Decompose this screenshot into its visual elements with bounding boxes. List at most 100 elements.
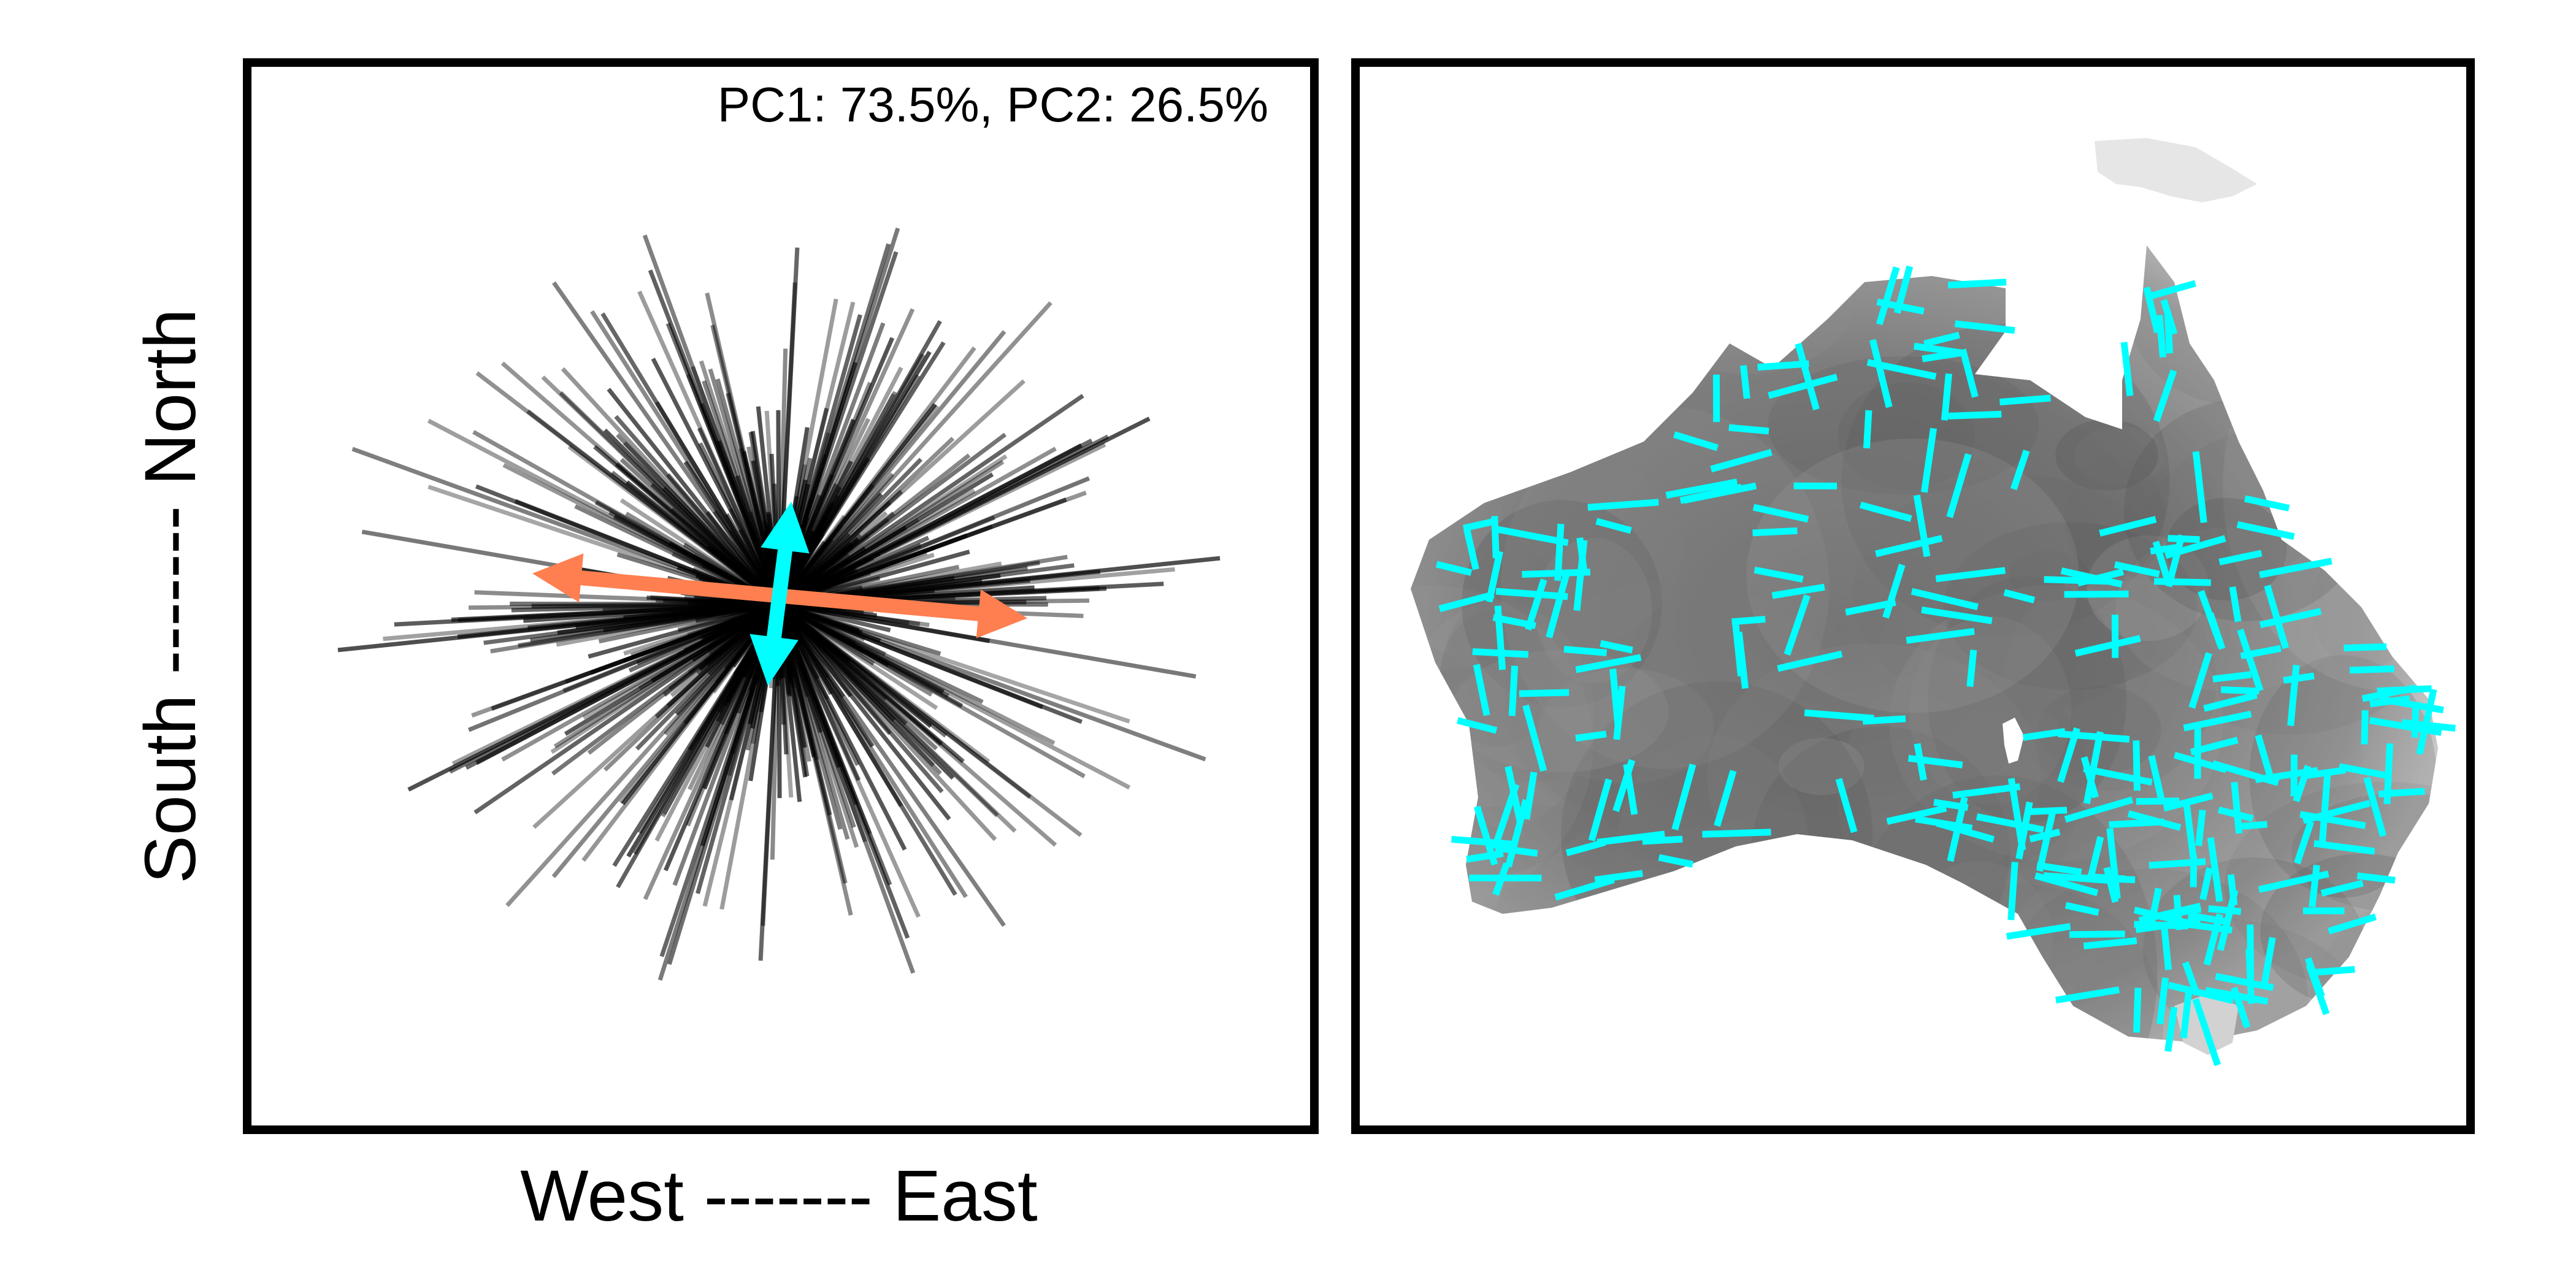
direction-segment (2114, 561, 2160, 578)
direction-segment (2231, 986, 2251, 1029)
pc2-arrow (749, 502, 810, 686)
direction-segment (2057, 730, 2130, 743)
direction-segment (1600, 640, 1633, 654)
shading-blob (2125, 245, 2336, 404)
australia-map (1411, 138, 2438, 1055)
direction-segment (2261, 937, 2276, 984)
direction-segment (2083, 731, 2104, 805)
direction-segment (2183, 802, 2198, 863)
direction-segment (2306, 766, 2347, 780)
direction-segment (1522, 704, 1547, 772)
direction-segment (2156, 315, 2167, 358)
direction-segment (1671, 763, 1696, 831)
direction-segment (1941, 373, 1952, 421)
direction-segment (2208, 905, 2242, 915)
direction-segment (1473, 805, 1498, 866)
direction-segment (2416, 688, 2437, 755)
direction-segment (1728, 424, 1769, 435)
direction-segment (1495, 588, 1568, 600)
direction-segment (2007, 778, 2026, 851)
direction-segment (2383, 743, 2394, 804)
direction-segment (2060, 567, 2123, 588)
direction-segment (1523, 772, 1538, 820)
direction-segment (1771, 583, 1825, 599)
direction-segment (1732, 624, 1745, 677)
direction-segment (2165, 534, 2185, 588)
direction-segment (2363, 776, 2386, 837)
direction-segment (2212, 671, 2252, 683)
direction-segment (2055, 986, 2120, 1004)
direction-segment (1869, 339, 1893, 408)
direction-segment (1999, 394, 2051, 406)
direction-segment (2309, 966, 2355, 976)
direction-segment (1554, 876, 1615, 901)
direction-segment (1768, 374, 1838, 399)
direction-segment (2120, 342, 2134, 396)
shading-blob (2166, 497, 2287, 601)
direction-segment (1554, 523, 1565, 581)
direction-segment (1451, 835, 1513, 848)
direction-segment (1835, 778, 1858, 834)
direction-segment (1947, 796, 1968, 862)
direction-segment (1913, 494, 1931, 558)
direction-segment (2217, 806, 2254, 822)
shading-blob (2055, 419, 2158, 491)
direction-segment (1623, 764, 1638, 815)
lake-eyre (2003, 718, 2024, 764)
direction-segment (1946, 453, 1972, 518)
direction-segment (1495, 844, 1538, 857)
direction-segment (2182, 961, 2201, 996)
direction-segment (2057, 727, 2080, 783)
direction-segment (2264, 585, 2290, 650)
shading-blob (1620, 886, 1822, 1043)
direction-segment (1906, 627, 1975, 644)
new-guinea (2095, 138, 2257, 202)
direction-segment (2255, 734, 2275, 784)
direction-segment (1863, 410, 1873, 449)
direction-segment (1546, 570, 1571, 638)
shading-blob (2340, 481, 2423, 564)
direction-segment (1976, 813, 2044, 834)
direction-segment (1754, 566, 1804, 583)
direction-segment (2328, 913, 2377, 935)
shading-blob (2123, 399, 2368, 621)
direction-segment (1882, 564, 1906, 619)
direction-segment (2207, 837, 2223, 902)
direction-segment (2133, 987, 2142, 1033)
direction-segment (1702, 829, 1771, 838)
direction-segment (1752, 504, 1809, 523)
direction-segment (2069, 930, 2125, 938)
direction-segment (2010, 449, 2030, 491)
shading-blob (1422, 925, 1557, 995)
shading-blob (2002, 573, 2216, 791)
direction-segment (1914, 743, 1927, 781)
shading-blob (2009, 550, 2089, 602)
direction-segment (1714, 770, 1737, 827)
direction-segment (2244, 495, 2290, 512)
direction-segment (1525, 578, 1547, 631)
direction-segment (2217, 889, 2239, 951)
direction-segment (1683, 482, 1757, 504)
direction-segment (1492, 862, 1510, 896)
direction-segment (2313, 840, 2375, 855)
shading-blob (1746, 438, 2079, 713)
shading-blob (1909, 616, 2072, 805)
direction-segment (1575, 730, 1607, 742)
direction-segment (1921, 606, 1993, 624)
direction-segment (2079, 874, 2136, 883)
direction-segment (1777, 650, 1843, 672)
direction-segment (1563, 645, 1608, 656)
shading-blob (2223, 282, 2438, 691)
direction-segment (2283, 672, 2315, 684)
direction-segment (2183, 710, 2252, 732)
direction-segment (2106, 828, 2121, 899)
direction-segment (2087, 836, 2104, 878)
direction-segment (1911, 588, 1979, 611)
direction-segment (2304, 957, 2325, 998)
direction-segment (2138, 902, 2202, 924)
direction-segment (2320, 880, 2364, 897)
direction-segment (1936, 819, 1995, 843)
direction-segment (1463, 527, 1479, 570)
direction-segment (1613, 685, 1626, 740)
